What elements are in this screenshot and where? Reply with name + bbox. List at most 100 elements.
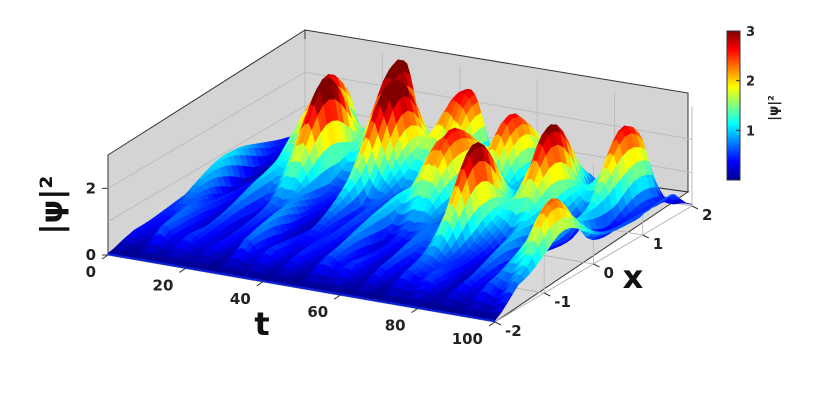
surface-skirt <box>246 277 251 280</box>
surface-skirt <box>294 285 299 289</box>
surface-skirt <box>475 316 480 320</box>
surface-skirt <box>159 261 164 265</box>
surface-skirt <box>198 268 202 272</box>
surface-skirt <box>123 255 128 259</box>
y-tick-label: -1 <box>554 293 571 311</box>
surface-skirt <box>220 272 225 276</box>
x-tick-label: 60 <box>307 303 328 321</box>
surface-skirt <box>233 274 238 278</box>
surface-skirt <box>120 255 125 259</box>
surface-skirt <box>478 317 483 321</box>
surface-skirt <box>194 268 199 271</box>
surface-skirt <box>359 296 364 300</box>
surface-skirt <box>436 309 441 313</box>
surface-skirt <box>456 313 460 317</box>
surface-skirt <box>314 288 318 292</box>
surface-skirt <box>269 280 273 284</box>
surface-skirt <box>281 283 286 287</box>
x-tick-mark <box>333 294 341 300</box>
surface-skirt <box>256 278 260 282</box>
surface-skirt <box>249 277 254 281</box>
surface-skirt <box>391 302 396 305</box>
surface-skirt <box>143 259 147 262</box>
surface-skirt <box>378 299 383 303</box>
surface-skirt <box>446 311 451 315</box>
surface-skirt <box>365 297 370 301</box>
surface-skirt <box>127 256 131 260</box>
colorbar-tick-label: 3 <box>746 25 755 40</box>
surface-skirt <box>188 266 193 270</box>
surface-skirt <box>272 281 276 285</box>
surface-skirt <box>230 274 235 278</box>
surface-skirt <box>275 282 280 285</box>
surface-skirt <box>243 276 247 280</box>
y-tick-mark <box>691 205 699 210</box>
surface-skirt <box>349 294 354 298</box>
surface-skirt <box>465 315 470 318</box>
surface-skirt <box>298 285 302 289</box>
surface-skirt <box>385 301 389 304</box>
surface-skirt <box>285 283 289 287</box>
surface-skirt <box>343 293 347 297</box>
y-tick-label: 2 <box>702 206 712 224</box>
surface-skirt <box>178 265 183 269</box>
surface-skirt <box>307 287 312 291</box>
surface-skirt <box>327 291 331 294</box>
surface-skirt <box>146 259 151 263</box>
surface-skirt <box>278 282 283 286</box>
surface-skirt <box>410 305 415 309</box>
surface-skirt <box>449 312 454 316</box>
surface-skirt <box>291 284 296 288</box>
surface-skirt <box>485 318 489 322</box>
surface-skirt <box>388 301 393 305</box>
surface-skirt <box>336 292 341 296</box>
surface-skirt <box>304 287 309 290</box>
x-tick-mark <box>179 267 186 273</box>
surface-skirt <box>362 297 367 300</box>
surface-skirt <box>165 263 170 266</box>
surface-skirt <box>339 293 344 297</box>
y-tick-label: -2 <box>505 322 522 340</box>
surface-skirt <box>352 295 357 299</box>
surface-skirt <box>207 270 212 274</box>
surface-skirt <box>217 272 222 275</box>
surface-skirt <box>488 318 493 322</box>
surface-skirt <box>201 269 205 273</box>
surface-skirt <box>452 312 457 316</box>
x-tick-mark <box>101 254 109 260</box>
surface-skirt <box>223 273 228 276</box>
surface-skirt <box>375 299 380 303</box>
surface-skirt <box>130 256 135 260</box>
x-tick-label: 80 <box>385 317 406 335</box>
surface-skirt <box>110 253 115 257</box>
surface-skirt <box>398 303 402 307</box>
surface-skirt <box>346 294 351 298</box>
surface-skirt <box>443 311 447 314</box>
surface-skirt <box>133 257 138 261</box>
surface-skirt <box>394 302 399 306</box>
surface-skirt <box>114 254 118 257</box>
surface-skirt <box>414 306 418 309</box>
surface-skirt <box>169 263 173 267</box>
surface-skirt <box>468 315 473 319</box>
surface-skirt <box>227 273 231 277</box>
surface-skirt <box>210 270 215 274</box>
surface-skirt <box>107 253 112 256</box>
surface-skirt <box>407 304 412 308</box>
surface-skirt <box>288 284 293 288</box>
y-tick-mark <box>593 263 600 268</box>
colorbar-label: |ψ|² <box>767 95 782 121</box>
surface-skirt <box>401 303 405 307</box>
surface-skirt <box>156 261 160 265</box>
y-tick-label: 0 <box>604 264 614 282</box>
surface-skirt <box>439 310 444 314</box>
surface-skirt <box>140 258 144 262</box>
x-tick-label: 0 <box>86 263 96 281</box>
surface-skirt <box>323 290 328 294</box>
z-tick-label: 0 <box>86 246 96 264</box>
y-tick-label: 1 <box>653 235 663 253</box>
x-tick-mark <box>488 321 496 327</box>
colorbar-tick-label: 2 <box>746 75 755 90</box>
